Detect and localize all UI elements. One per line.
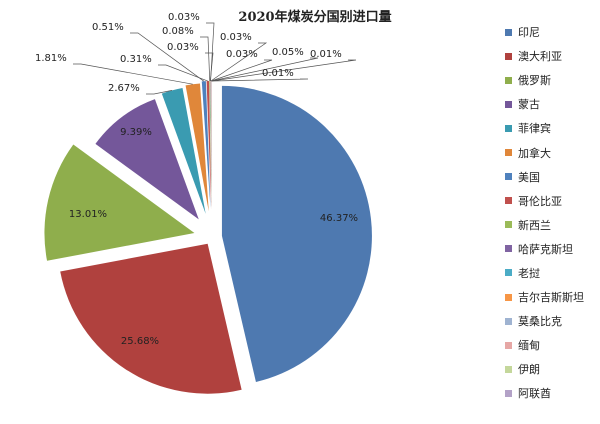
leader-line-8 bbox=[200, 36, 211, 82]
legend-swatch-15 bbox=[505, 389, 512, 397]
legend-item-14: 伊朗 bbox=[505, 357, 600, 381]
legend-label-11: 吉尔吉斯斯坦 bbox=[518, 291, 584, 305]
leader-line-11 bbox=[210, 42, 268, 82]
legend-item-3: 蒙古 bbox=[505, 92, 600, 116]
legend-label-13: 缅甸 bbox=[518, 339, 540, 353]
data-label-0: 46.37% bbox=[320, 213, 358, 224]
data-label-3: 9.39% bbox=[120, 127, 152, 138]
legend-swatch-3 bbox=[505, 100, 512, 108]
pie-slice-13 bbox=[211, 81, 212, 210]
legend-swatch-2 bbox=[505, 76, 512, 84]
data-label-1: 25.68% bbox=[121, 336, 159, 347]
pie-slice-9 bbox=[210, 81, 212, 210]
legend-label-3: 蒙古 bbox=[518, 98, 540, 112]
legend-item-6: 美国 bbox=[505, 165, 600, 189]
legend-swatch-10 bbox=[505, 269, 512, 277]
legend-label-1: 澳大利亚 bbox=[518, 50, 562, 64]
pie-slice-3 bbox=[95, 99, 199, 220]
legend-label-12: 莫桑比克 bbox=[518, 315, 562, 329]
legend-swatch-4 bbox=[505, 124, 512, 132]
pie-slice-1 bbox=[60, 243, 242, 394]
leader-line-10 bbox=[206, 22, 215, 82]
data-label-4: 2.67% bbox=[108, 83, 140, 94]
legend-swatch-0 bbox=[505, 28, 512, 36]
leader-line-13 bbox=[211, 57, 319, 82]
data-label-13: 0.05% bbox=[272, 47, 304, 58]
legend-item-8: 新西兰 bbox=[505, 213, 600, 237]
data-label-9: 0.03% bbox=[167, 42, 199, 53]
chart-title: 2020年煤炭分国别进口量 bbox=[238, 10, 392, 25]
data-label-12: 0.03% bbox=[226, 49, 258, 60]
legend-item-5: 加拿大 bbox=[505, 140, 600, 164]
legend-label-9: 哈萨克斯坦 bbox=[518, 242, 573, 256]
leader-line-7 bbox=[158, 64, 208, 82]
pie-slice-7 bbox=[206, 81, 212, 210]
legend-label-6: 美国 bbox=[518, 170, 540, 184]
data-label-5: 1.81% bbox=[35, 53, 67, 64]
legend-item-1: 澳大利亚 bbox=[505, 44, 600, 68]
legend-item-12: 莫桑比克 bbox=[505, 309, 600, 333]
legend-label-7: 哥伦比亚 bbox=[518, 194, 562, 208]
legend-item-10: 老挝 bbox=[505, 261, 600, 285]
pie-slice-0 bbox=[221, 85, 372, 382]
pie-slice-6 bbox=[201, 81, 211, 210]
leader-line-6 bbox=[130, 32, 205, 82]
leader-line-4 bbox=[146, 90, 173, 95]
legend-label-8: 新西兰 bbox=[518, 218, 551, 232]
leader-line-5 bbox=[73, 63, 193, 85]
legend-item-2: 俄罗斯 bbox=[505, 68, 600, 92]
legend-label-5: 加拿大 bbox=[518, 146, 551, 160]
data-labels: 46.37% 25.68% 13.01% 9.39% 2.67% 1.81% 0.51% 0.… bbox=[35, 12, 358, 347]
pie-slice-8 bbox=[209, 81, 212, 210]
data-label-11: 0.03% bbox=[220, 32, 252, 43]
legend-item-4: 菲律宾 bbox=[505, 116, 600, 140]
data-label-10: 0.03% bbox=[168, 12, 200, 23]
legend-item-13: 缅甸 bbox=[505, 333, 600, 357]
legend-swatch-1 bbox=[505, 52, 512, 60]
legend-swatch-11 bbox=[505, 293, 512, 301]
legend-label-4: 菲律宾 bbox=[518, 122, 551, 136]
legend-swatch-14 bbox=[505, 365, 512, 373]
pie-slice-10 bbox=[210, 81, 212, 210]
leader-line-14 bbox=[211, 78, 309, 82]
leader-lines bbox=[73, 22, 357, 95]
legend-swatch-8 bbox=[505, 221, 512, 229]
legend-item-11: 吉尔吉斯斯坦 bbox=[505, 285, 600, 309]
legend-label-15: 阿联酋 bbox=[518, 387, 551, 401]
legend-swatch-9 bbox=[505, 245, 512, 253]
pie-slice-11 bbox=[210, 81, 212, 210]
legend-item-9: 哈萨克斯坦 bbox=[505, 237, 600, 261]
legend-swatch-13 bbox=[505, 341, 512, 349]
legend-label-2: 俄罗斯 bbox=[518, 74, 551, 88]
data-label-15: 0.01% bbox=[310, 49, 342, 60]
data-label-8: 0.08% bbox=[162, 26, 194, 37]
legend-swatch-6 bbox=[505, 173, 512, 181]
legend: 印尼澳大利亚俄罗斯蒙古菲律宾加拿大美国哥伦比亚新西兰哈萨克斯坦老挝吉尔吉斯斯坦莫… bbox=[505, 20, 600, 406]
leader-line-12 bbox=[211, 59, 273, 82]
legend-label-14: 伊朗 bbox=[518, 363, 540, 377]
pie-slice-12 bbox=[211, 81, 212, 210]
data-label-7: 0.31% bbox=[120, 54, 152, 65]
data-label-6: 0.51% bbox=[92, 22, 124, 33]
data-label-14: 0.01% bbox=[262, 68, 294, 79]
pie-slices bbox=[44, 81, 372, 394]
legend-item-0: 印尼 bbox=[505, 20, 600, 44]
legend-label-10: 老挝 bbox=[518, 266, 540, 280]
legend-item-15: 阿联酋 bbox=[505, 381, 600, 405]
legend-label-0: 印尼 bbox=[518, 26, 540, 40]
pie-slice-2 bbox=[44, 144, 195, 261]
pie-slice-4 bbox=[161, 87, 206, 214]
leader-line-15 bbox=[211, 59, 357, 82]
legend-swatch-5 bbox=[505, 149, 512, 157]
legend-swatch-7 bbox=[505, 197, 512, 205]
pie-slice-5 bbox=[185, 83, 209, 212]
legend-item-7: 哥伦比亚 bbox=[505, 189, 600, 213]
data-label-2: 13.01% bbox=[69, 209, 107, 220]
legend-swatch-12 bbox=[505, 317, 512, 325]
